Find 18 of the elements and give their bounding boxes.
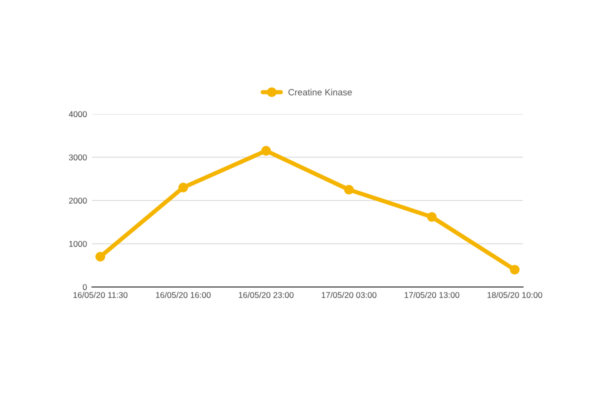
x-tick-label: 17/05/20 13:00 bbox=[404, 292, 460, 298]
x-tick-label: 16/05/20 11:30 bbox=[73, 292, 128, 298]
y-tick-label: 3000 bbox=[68, 154, 87, 160]
point bbox=[261, 146, 271, 156]
x-tick-label: 16/05/20 16:00 bbox=[156, 292, 211, 298]
point bbox=[95, 252, 106, 262]
y-tick-label: 2000 bbox=[69, 198, 87, 204]
x-tick-label: 16/05/20 23:00 bbox=[238, 292, 294, 298]
point bbox=[344, 184, 354, 195]
legend-label: Creatine Kinase bbox=[288, 88, 352, 96]
x-tick-label: 18/05/20 10:00 bbox=[488, 292, 542, 298]
y-tick-label: 0 bbox=[82, 284, 87, 290]
y-tick-label: 4000 bbox=[68, 111, 87, 118]
point bbox=[426, 212, 437, 222]
point bbox=[510, 264, 520, 275]
point bbox=[178, 182, 188, 192]
x-tick-label: 17/05/20 03:00 bbox=[322, 292, 376, 298]
y-tick-label: 1000 bbox=[69, 240, 87, 247]
